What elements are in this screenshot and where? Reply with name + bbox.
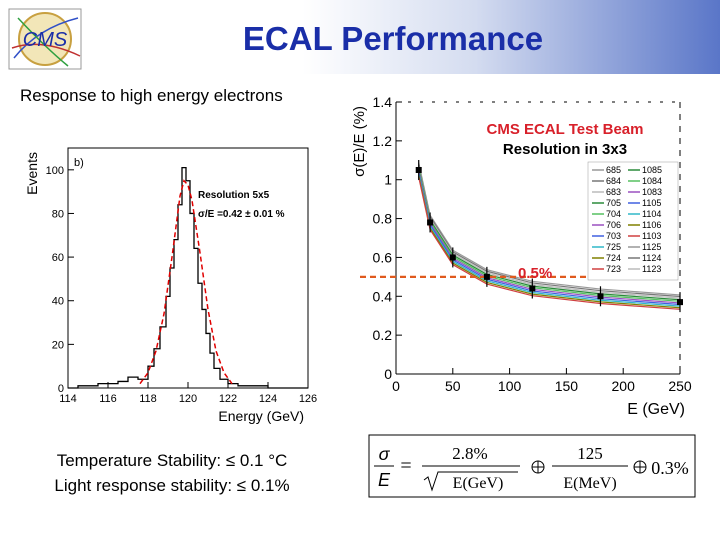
light-response-stability: Light response stability: ≤ 0.1% [54,476,290,495]
legend-entry: 1106 [642,220,661,230]
legend-entry: 1104 [642,209,661,219]
resolution-plot: 0 50 100 150 200 250 0 0.2 0.4 0.6 0.8 1 1.2 1.4 0.5%… [351,96,692,418]
histogram-y-tick-label: 80 [52,208,64,220]
resolution-x-tick-label: 150 [555,378,579,394]
legend-entry: 1123 [642,264,661,274]
histogram-y-label: Events [24,152,40,195]
legend-entry: 1105 [642,198,661,208]
formula-constant: 0.3% [651,458,689,478]
legend-entry: 1085 [642,165,662,175]
legend-entry: 685 [606,165,621,175]
logo-text: CMS [23,29,68,51]
temperature-stability: Temperature Stability: ≤ 0.1 °C [56,451,288,470]
legend-entry: 1103 [642,231,661,241]
legend-entry: 725 [606,242,621,252]
legend-entry: 703 [606,231,621,241]
resolution-point [483,273,490,280]
histogram-annotation-title: Resolution 5x5 [198,190,270,201]
legend-entry: 705 [606,198,621,208]
histogram-y-tick-label: 100 [46,165,64,177]
energy-histogram: 114 116 118 120 122 124 126 0 20 40 60 80 100 b) Res… [24,147,317,424]
beam-title-line1: CMS ECAL Test Beam [487,121,644,138]
oplus-icon [531,460,545,474]
histogram-y-tick-label: 0 [58,383,64,395]
histogram-x-tick-label: 120 [179,393,197,405]
formula-stoch-num: 2.8% [452,444,487,463]
formula-noise-num: 125 [577,444,603,463]
resolution-point [677,299,683,306]
histogram-x-tick-label: 116 [99,393,117,405]
resolution-y-tick-label: 0 [384,366,392,382]
resolution-y-tick-label: 0.8 [373,211,393,227]
resolution-point [427,219,434,226]
legend-entry: 706 [606,220,621,230]
beam-title-line2: Resolution in 3x3 [503,141,627,158]
histogram-fit [139,179,233,385]
formula-lhs-den: E [378,470,391,490]
resolution-x-tick-label: 100 [498,378,522,394]
reference-label: 0.5% [518,265,552,282]
histogram-frame [67,147,309,389]
resolution-y-tick-label: 0.6 [373,249,393,265]
legend-entry: 704 [606,209,621,219]
formula-noise-den: E(MeV) [563,475,616,492]
resolution-point [529,285,536,292]
svg-text:=: = [400,455,411,477]
legend-entry: 683 [606,187,621,197]
resolution-y-tick-label: 1.2 [373,133,393,149]
resolution-x-tick-label: 0 [392,378,400,394]
histogram-x-tick-label: 122 [219,393,237,405]
histogram-y-tick-label: 40 [52,296,64,308]
resolution-x-label: E (GeV) [627,401,685,418]
legend-entry: 1084 [642,176,662,186]
resolution-formula: σ E = 2.8% E(GeV) 125 E(MeV) 0.3% [368,434,696,498]
page-title: ECAL Performance [242,20,544,57]
histogram-x-tick-label: 118 [139,393,157,405]
formula-stoch-den: E(GeV) [453,475,504,492]
subtitle: Response to high energy electrons [20,86,283,105]
legend-entry: 723 [606,264,621,274]
resolution-x-tick-label: 50 [445,378,461,394]
resolution-point [449,254,456,261]
resolution-point [415,167,422,173]
resolution-y-tick-label: 1 [384,172,392,188]
resolution-x-tick-label: 250 [668,378,692,394]
histogram-panel-label: b) [74,157,84,169]
histogram-x-label: Energy (GeV) [218,408,304,424]
histogram-annotation-value: σ/E =0.42 ± 0.01 % [198,209,285,220]
histogram-x-tick-label: 124 [259,393,277,405]
resolution-legend: 685 1085 684 1084 683 1083 705 1105 704 1104 706 11… [587,161,679,281]
histogram-y-tick-label: 60 [52,252,64,264]
resolution-y-label: σ(E)/E (%) [351,106,368,177]
legend-entry: 1125 [642,242,661,252]
legend-entry: 1124 [642,253,661,263]
resolution-y-tick-label: 1.4 [373,96,393,110]
resolution-x-tick-label: 200 [612,378,636,394]
legend-entry: 724 [606,253,621,263]
histogram-y-tick-label: 20 [52,339,64,351]
legend-box [587,161,679,281]
cms-logo: CMS [8,8,82,70]
legend-entry: 684 [606,176,621,186]
oplus-icon [633,460,647,474]
histogram-x-tick-label: 126 [299,393,317,405]
histogram-data [68,166,308,389]
resolution-point [597,293,604,300]
legend-entry: 1083 [642,187,662,197]
resolution-y-tick-label: 0.2 [373,327,393,343]
histogram-x-tick-label: 114 [59,393,77,405]
formula-lhs-num: σ [379,444,391,464]
resolution-y-tick-label: 0.4 [373,288,393,304]
slide-header: CMS ECAL Performance [0,0,720,74]
stability-block: Temperature Stability: ≤ 0.1 °C Light re… [22,448,322,498]
